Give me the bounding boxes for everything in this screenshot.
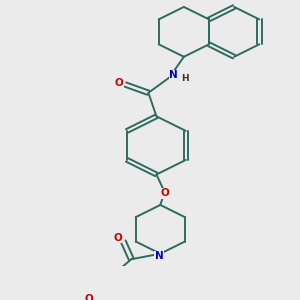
Text: O: O <box>113 233 122 243</box>
Text: O: O <box>84 294 93 300</box>
Text: H: H <box>181 74 189 83</box>
Text: O: O <box>115 78 124 88</box>
Text: N: N <box>169 70 178 80</box>
Text: N: N <box>155 251 164 262</box>
Text: O: O <box>161 188 170 198</box>
